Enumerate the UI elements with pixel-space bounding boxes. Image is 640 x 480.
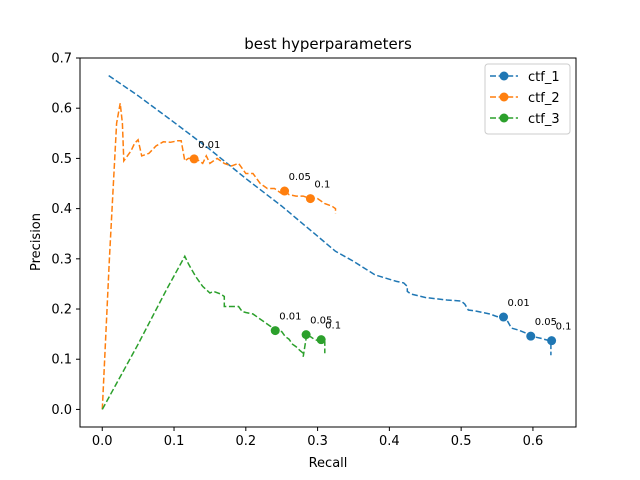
y-tick-label: 0.1 (51, 353, 72, 368)
series-marker-ctf_2 (305, 194, 315, 204)
y-tick-label: 0.0 (51, 403, 72, 418)
threshold-annotation: 0.05 (310, 316, 332, 327)
axis-ticks: 0.0 0.1 0.2 0.3 0.4 0.5 0.6 0.0 0.1 0.2 0.3 0.4 0.5 0… (51, 52, 543, 450)
x-tick-label: 0.2 (235, 434, 256, 449)
legend: ctf_1 ctf_2 ctf_3 (484, 63, 571, 135)
series-marker-ctf_3 (316, 335, 326, 345)
threshold-annotation: 0.1 (314, 180, 330, 191)
x-axis-label: Recall (309, 456, 348, 471)
series-marker-ctf_2 (280, 186, 290, 196)
series-marker-ctf_2 (189, 154, 199, 164)
threshold-annotation: 0.1 (556, 322, 572, 333)
legend-marker-ctf_3 (499, 113, 509, 123)
legend-marker-ctf_1 (499, 71, 509, 81)
legend-label-ctf_3: ctf_3 (528, 112, 560, 127)
threshold-annotation: 0.05 (535, 317, 557, 328)
threshold-annotation: 0.01 (508, 298, 530, 309)
series-marker-ctf_3 (301, 330, 311, 340)
legend-label-ctf_1: ctf_1 (528, 70, 560, 85)
y-tick-label: 0.6 (51, 102, 72, 117)
series-marker-ctf_1 (526, 331, 536, 341)
x-tick-label: 0.4 (379, 434, 400, 449)
series-marker-ctf_1 (499, 312, 509, 322)
threshold-annotation: 0.1 (325, 321, 341, 332)
threshold-annotation: 0.01 (279, 312, 301, 323)
x-tick-label: 0.5 (451, 434, 472, 449)
series-line-ctf_1 (108, 74, 552, 356)
x-tick-label: 0.6 (523, 434, 544, 449)
x-tick-label: 0.0 (92, 434, 113, 449)
axes-frame (79, 57, 577, 428)
y-tick-label: 0.2 (51, 303, 72, 318)
series-line-ctf_2 (101, 103, 337, 410)
series-marker-ctf_3 (270, 326, 280, 336)
x-tick-label: 0.3 (307, 434, 328, 449)
y-tick-label: 0.7 (51, 52, 72, 67)
series-marker-ctf_1 (547, 336, 557, 346)
y-tick-label: 0.4 (51, 202, 72, 217)
plot-area: 0.010.050.10.010.050.10.01 0.050.1 (101, 74, 572, 410)
threshold-annotation: 0.01 (198, 140, 220, 151)
legend-label-ctf_2: ctf_2 (528, 91, 560, 106)
legend-marker-ctf_2 (499, 92, 509, 102)
y-axis-label: Precision (29, 213, 44, 271)
chart-title: best hyperparameters (244, 35, 412, 53)
threshold-annotation: 0.05 (289, 172, 311, 183)
y-tick-label: 0.3 (51, 252, 72, 267)
x-tick-label: 0.1 (164, 434, 185, 449)
y-tick-label: 0.5 (51, 152, 72, 167)
series-line-ctf_3 (101, 254, 326, 410)
